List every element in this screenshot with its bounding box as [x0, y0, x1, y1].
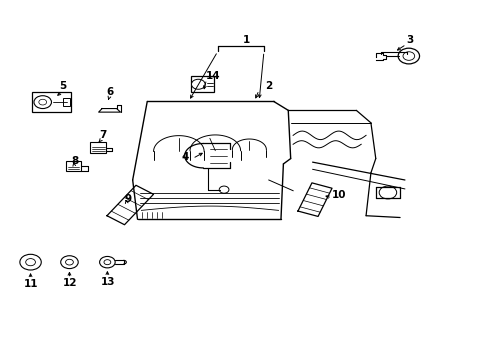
Text: 1: 1	[243, 35, 250, 45]
Text: 4: 4	[181, 153, 188, 162]
Text: 14: 14	[205, 71, 220, 81]
Text: 12: 12	[63, 278, 78, 288]
Text: 9: 9	[124, 194, 131, 204]
Text: 11: 11	[24, 279, 39, 289]
Circle shape	[219, 186, 228, 193]
FancyBboxPatch shape	[32, 93, 71, 112]
Circle shape	[402, 52, 414, 60]
Circle shape	[26, 258, 35, 266]
Circle shape	[104, 260, 111, 265]
Text: 7: 7	[99, 130, 106, 140]
Text: 6: 6	[106, 87, 114, 97]
Circle shape	[191, 79, 204, 89]
Circle shape	[20, 254, 41, 270]
Text: 10: 10	[331, 190, 346, 200]
Text: 5: 5	[60, 81, 67, 91]
Text: 2: 2	[264, 81, 272, 91]
Circle shape	[397, 48, 419, 64]
Text: 13: 13	[101, 277, 115, 287]
Circle shape	[378, 186, 396, 199]
Circle shape	[61, 256, 78, 269]
FancyBboxPatch shape	[191, 76, 214, 93]
Circle shape	[65, 259, 73, 265]
Circle shape	[100, 256, 115, 268]
Circle shape	[39, 99, 46, 105]
FancyBboxPatch shape	[63, 98, 70, 107]
FancyBboxPatch shape	[90, 143, 106, 153]
Circle shape	[34, 96, 51, 109]
FancyBboxPatch shape	[66, 161, 81, 171]
Text: 8: 8	[72, 157, 79, 166]
Text: 3: 3	[406, 35, 412, 45]
